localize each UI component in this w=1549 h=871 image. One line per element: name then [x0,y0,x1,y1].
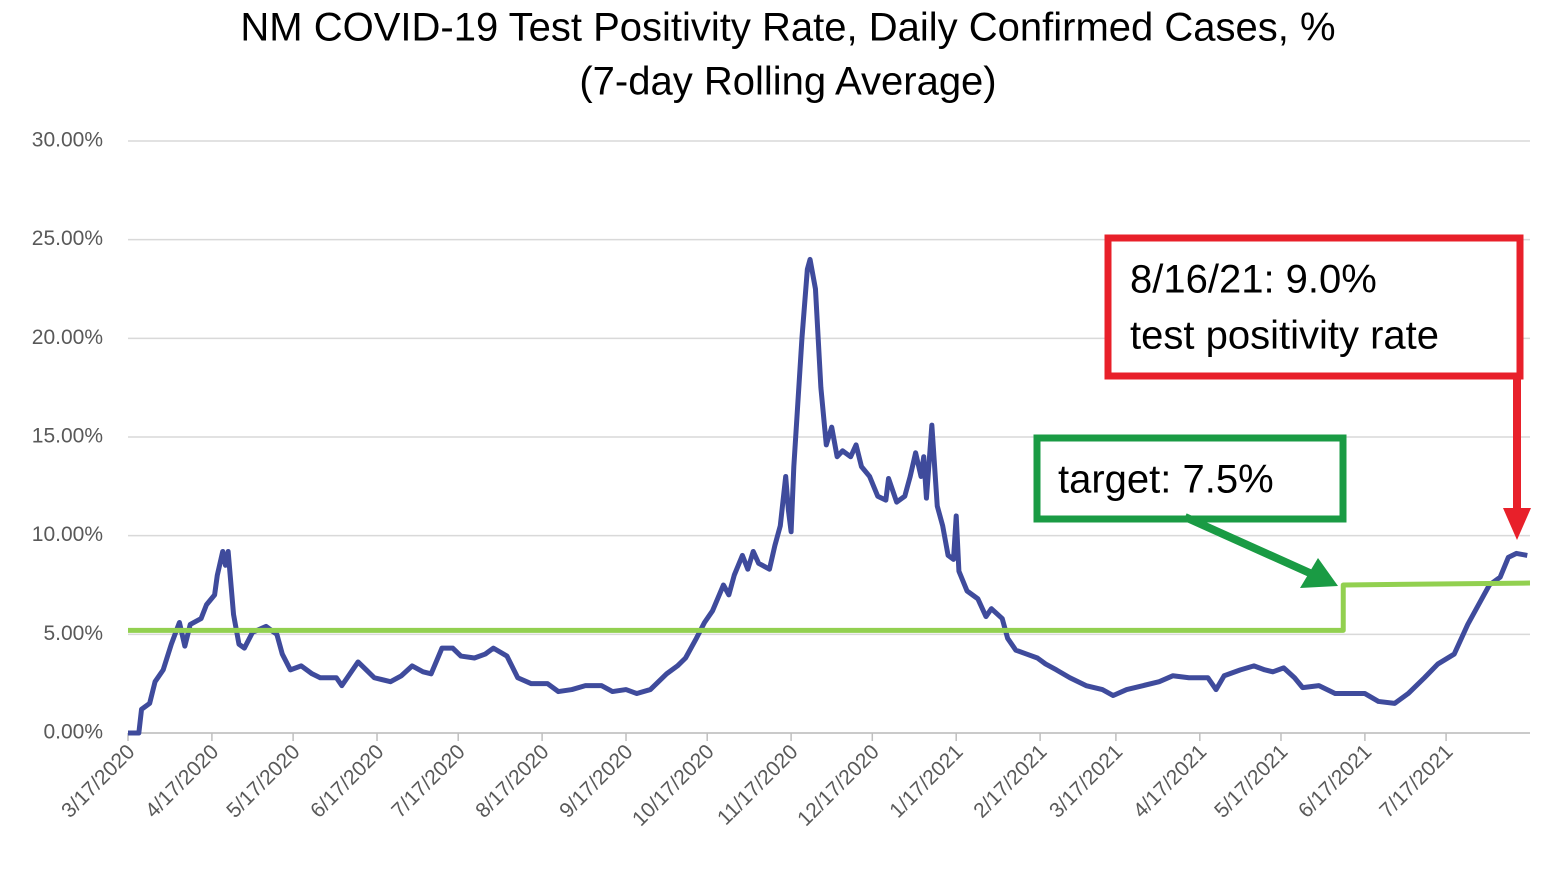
y-tick-label: 5.00% [43,622,103,645]
callout-arrowhead [1503,508,1531,540]
callout-arrow [1183,513,1314,578]
x-tick-label: 11/17/2020 [713,740,802,829]
data-line [128,256,1528,736]
x-tick-label: 5/17/2021 [1210,740,1292,822]
y-tick-label: 10.00% [32,523,103,546]
x-tick-label: 8/17/2020 [471,740,553,822]
callout-arrowhead [1300,558,1338,588]
chart-title: NM COVID-19 Test Positivity Rate, Daily … [240,6,1335,50]
x-tick-label: 6/17/2021 [1294,740,1376,822]
x-tick-label: 9/17/2020 [555,740,637,822]
x-tick-label: 3/17/2021 [1045,740,1127,822]
red-callout: 8/16/21: 9.0% test positivity rate [1104,234,1531,540]
target-line [128,580,1531,633]
x-tick-label: 4/17/2020 [141,740,223,822]
x-tick-label: 1/17/2021 [885,740,967,822]
x-tick-label: 6/17/2020 [306,740,388,822]
x-tick-label: 7/17/2021 [1375,740,1457,822]
y-tick-label: 0.00% [43,721,103,744]
y-tick-label: 30.00% [32,129,103,152]
annotation: test positivity rate [1130,314,1439,358]
chart-subtitle: (7-day Rolling Average) [579,60,996,104]
x-tick-label: 5/17/2020 [222,740,304,822]
green-callout: target: 7.5% [1033,434,1347,588]
annotation: 8/16/21: 9.0% [1130,258,1377,302]
y-tick-label: 25.00% [32,227,103,250]
x-tick-label: 7/17/2020 [387,740,469,822]
x-tick-label: 3/17/2020 [57,740,139,822]
x-tick-label: 12/17/2020 [793,740,884,831]
callout-box [1033,434,1347,523]
annotation: target: 7.5% [1058,458,1274,502]
x-tick-label: 2/17/2021 [969,740,1051,822]
x-tick-label: 4/17/2021 [1129,740,1211,822]
y-tick-label: 15.00% [32,425,103,448]
callout-box [1104,234,1524,380]
x-tick-label: 10/17/2020 [628,740,719,831]
y-tick-label: 20.00% [32,326,103,349]
